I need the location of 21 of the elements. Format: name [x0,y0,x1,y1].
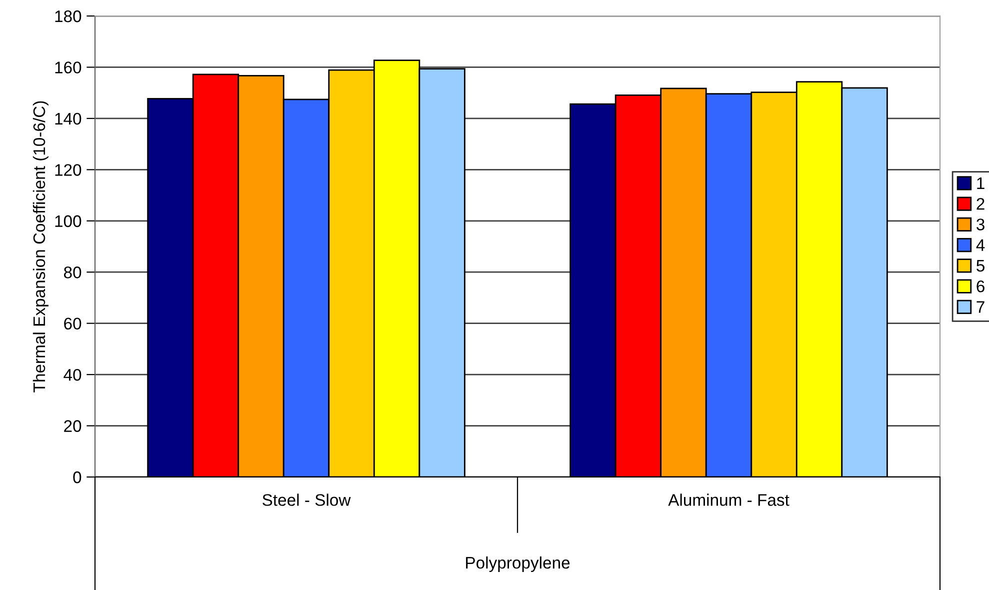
y-tick-label: 120 [55,164,82,176]
y-tick-label: 20 [64,420,82,432]
legend-label: 6 [976,280,984,292]
legend-label: 4 [976,239,985,251]
legend-label: 7 [976,301,984,313]
x-tick-label: Steel - Slow [262,494,351,506]
x-axis-title: Polypropylene [466,556,570,572]
legend-label: 1 [977,178,984,189]
y-axis-title: Thermal Expansion Coefficient (10-6/C) [32,101,48,392]
y-tick-label: 80 [64,266,82,278]
y-tick-label: 40 [64,368,82,381]
y-tick-label: 0 [73,471,82,484]
y-tick-label: 160 [55,62,82,74]
legend-label: 2 [976,198,984,210]
x-tick-label: Aluminum - Fast [668,494,790,506]
y-tick-label: 180 [55,10,82,22]
legend-label: 3 [976,218,984,230]
y-tick-label: 60 [64,318,82,330]
y-tick-label: 140 [55,112,82,125]
y-tick-label: 100 [55,215,82,228]
legend-label: 5 [976,260,984,272]
